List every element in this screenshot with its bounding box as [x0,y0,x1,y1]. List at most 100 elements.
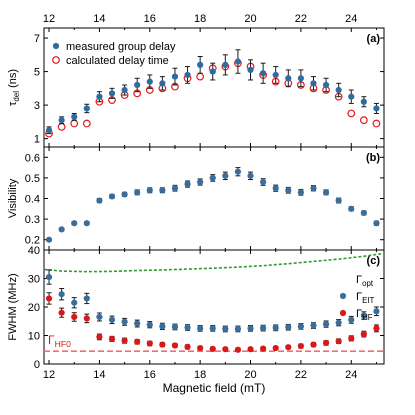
x-tick-label: 20 [244,369,256,381]
measured-point [322,81,330,89]
visibility-point [58,226,65,233]
eit-point [310,322,317,329]
visibility-point [247,172,254,179]
gamma-hf0-label: ΓHF0 [48,333,71,349]
y-axis-label: τdel (ns) [7,69,21,106]
hf-point [272,344,279,352]
top-x-tick-label: 14 [93,13,105,25]
hf-point [348,335,355,342]
eit-point [360,312,367,319]
hf-point [71,313,78,321]
y-tick-label: 1 [34,134,40,146]
measured-point [348,93,355,100]
eit-point [197,325,204,332]
measured-point [83,105,90,112]
hf-point [83,315,90,322]
measured-point [360,98,367,105]
eit-point [58,291,65,298]
y-tick-label: 0.4 [25,194,40,206]
measured-point [108,90,116,97]
visibility-point [272,185,279,192]
x-tick-label: 22 [295,369,307,381]
measured-point [373,105,380,112]
calculated-point [70,119,79,128]
measured-point [134,81,141,89]
measured-point [45,127,53,134]
y-tick-label: 3 [34,100,40,112]
eit-point [71,299,78,306]
panel-c: 0 10 20 30 40 (c) 12 14 16 18 20 22 24 FWHM (MHz) Γopt… [7,245,385,381]
visibility-point [108,193,116,200]
visibility-point [184,180,191,188]
plot-frame [43,146,385,251]
y-tick-label: 0.6 [25,152,40,164]
eit-point [247,325,254,332]
visibility-point [45,236,53,243]
hf-point [322,339,330,347]
y-tick-label: 5 [34,67,40,79]
visibility-point [222,172,229,179]
hf-point [58,309,65,316]
hf-point [108,335,116,343]
panel-label: (c) [367,255,381,267]
hf-point [197,344,204,352]
panel-label: (a) [367,33,381,45]
common-axis-labels: Magnetic field (mT) [163,381,266,395]
legend-label-measured: measured group delay [66,41,176,53]
panel-b: 0.2 0.3 0.4 0.5 0.6 (b) Visibility [7,146,385,251]
measured-point [197,61,204,68]
gamma-opt-line [43,252,385,273]
y-tick-label: 7 [34,33,40,45]
measured-point [146,78,153,85]
y-axis-label: Visibility [7,178,19,218]
legend-marker-hf [339,309,347,317]
top-x-tick-label: 18 [194,13,206,25]
top-x-tick-label: 16 [144,13,156,25]
hf-point [209,345,216,352]
top-x-tick-label: 24 [345,13,357,25]
panel-label: (b) [366,152,380,164]
eit-point [159,323,166,330]
hf-point [171,342,179,349]
measured-point [171,73,179,80]
y-tick-label: 0.2 [25,235,40,247]
hf-point [45,295,53,302]
eit-point [121,318,128,325]
x-tick-label: 12 [43,369,55,381]
visibility-point [348,205,355,212]
eit-point [146,321,153,328]
calculated-point [359,116,368,125]
eit-point [184,324,191,331]
visibility-point [96,197,103,204]
eit-point [285,324,292,331]
measured-point [121,86,128,94]
visibility-point [285,187,292,194]
hf-point [247,346,254,353]
eit-point [348,316,355,323]
x-tick-label: 14 [93,369,105,381]
y-axis-label: FWHM (MHz) [7,273,19,340]
hf-point [260,345,267,352]
eit-point [297,323,304,330]
visibility-point [260,178,267,186]
hf-point [335,338,342,345]
visibility-point [322,189,330,196]
measured-point [335,86,342,94]
x-axis-label: Magnetic field (mT) [163,381,266,395]
y-tick-label: 30 [28,274,40,286]
eit-point [222,325,229,333]
hf-point [121,337,128,344]
y-tick-label: 0.5 [25,173,40,185]
y-tick-label: 20 [28,302,40,314]
measured-point [96,93,103,100]
y-tick-label: 0.3 [25,214,40,226]
hf-point [360,330,367,338]
measured-point [234,58,242,65]
hf-point [373,325,380,332]
calculated-point [347,109,356,118]
gamma-eit-label: ΓEIT [356,291,375,305]
eit-point [322,321,330,328]
calculated-point [57,122,66,131]
visibility-point [373,220,380,227]
